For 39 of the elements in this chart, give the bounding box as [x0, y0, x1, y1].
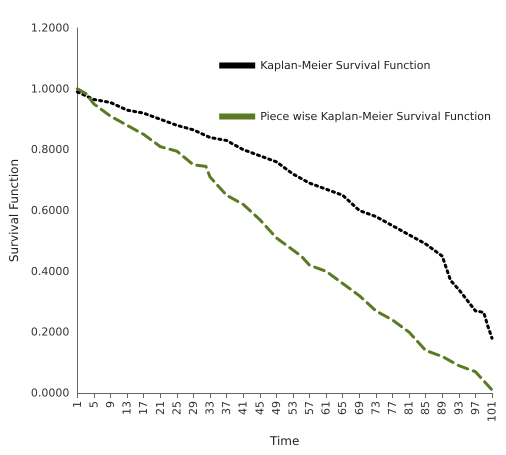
legend-label: Kaplan-Meier Survival Function — [260, 59, 430, 72]
y-tick-label: 0.6000 — [30, 204, 70, 217]
x-tick-label: 17 — [137, 401, 150, 415]
x-tick-label: 93 — [452, 401, 466, 415]
x-tick-label: 33 — [204, 401, 217, 415]
x-axis-title: Time — [269, 434, 300, 448]
y-axis-title: Survival Function — [7, 158, 21, 262]
x-tick-label: 41 — [236, 401, 250, 415]
x-tick-label: 49 — [270, 401, 283, 415]
x-tick-label: 13 — [120, 401, 134, 415]
x-tick-label: 37 — [220, 401, 234, 415]
x-tick-label: 65 — [336, 401, 350, 415]
legend-label: Piece wise Kaplan-Meier Survival Function — [260, 110, 492, 123]
x-tick-label: 9 — [104, 401, 118, 408]
y-tick-label: 0.4000 — [30, 264, 70, 278]
x-tick-label: 69 — [352, 401, 366, 415]
x-tick-label: 25 — [170, 401, 184, 415]
y-tick-label: 1.0000 — [30, 82, 70, 96]
line-series — [76, 90, 494, 340]
x-tick-label: 73 — [369, 401, 382, 415]
x-tick-label: 21 — [154, 401, 167, 415]
x-tick-label: 5 — [87, 401, 100, 408]
y-tick-label: 0.8000 — [30, 143, 70, 156]
x-tick-label: 45 — [253, 401, 266, 415]
x-tick-label: 101 — [486, 401, 498, 422]
x-tick-label: 89 — [436, 401, 449, 415]
x-tick-label: 29 — [186, 401, 200, 415]
x-tick-label: 1 — [70, 401, 84, 408]
y-tick-label: 0.0000 — [30, 386, 70, 400]
x-tick-label: 81 — [402, 401, 416, 415]
x-tick-label: 53 — [286, 401, 300, 415]
y-tick-label: 1.2000 — [30, 22, 70, 34]
x-tick-label: 61 — [320, 401, 333, 415]
x-tick-label: 77 — [386, 401, 399, 415]
x-tick-label: 57 — [303, 401, 316, 415]
x-tick-label: 85 — [419, 401, 432, 415]
y-tick-label: 0.2000 — [30, 326, 70, 339]
x-tick-label: 97 — [468, 401, 482, 415]
line-series — [76, 87, 494, 392]
